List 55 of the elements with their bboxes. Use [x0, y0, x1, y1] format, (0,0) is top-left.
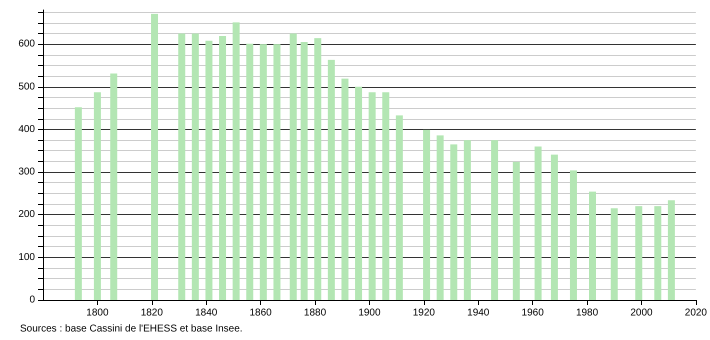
x-tick-label: 1880	[304, 308, 327, 318]
bar	[491, 140, 498, 300]
bar	[314, 38, 322, 300]
bar	[151, 14, 158, 300]
bar	[355, 86, 362, 300]
bar	[260, 44, 267, 300]
y-tick-label: 400	[18, 124, 36, 135]
bar	[534, 146, 542, 300]
x-tick-label: 2000	[630, 308, 654, 318]
source-note: Sources : base Cassini de l'EHESS et base Insee.	[20, 324, 243, 334]
bar	[341, 78, 348, 300]
bar	[396, 115, 403, 300]
bar	[232, 22, 240, 300]
bar	[423, 130, 430, 300]
x-tick-label: 1960	[522, 308, 544, 318]
bar	[550, 154, 558, 300]
x-tick-label: 2020	[684, 308, 708, 318]
bar	[368, 92, 376, 300]
y-tick-label: 600	[18, 38, 36, 50]
bar	[654, 206, 662, 300]
y-tick-label: 200	[18, 209, 36, 220]
x-tick-label: 1900	[358, 308, 381, 318]
bar	[290, 33, 297, 300]
bar	[178, 33, 186, 300]
bar	[668, 200, 675, 300]
bar	[110, 74, 118, 300]
y-tick-label: 100	[18, 252, 36, 263]
bar	[273, 44, 280, 300]
bar	[205, 40, 212, 300]
bar	[436, 135, 444, 300]
bar	[246, 44, 254, 300]
x-tick-label: 1920	[412, 308, 436, 318]
bar	[94, 92, 101, 300]
bar	[512, 162, 520, 300]
x-tick-label: 1980	[576, 308, 599, 318]
bar	[74, 107, 82, 300]
bar	[219, 36, 226, 300]
bar	[635, 206, 642, 300]
bar	[589, 192, 596, 300]
bar	[300, 42, 308, 300]
x-tick-label: 1840	[195, 308, 218, 318]
bar	[382, 92, 390, 300]
y-tick-label: 0	[29, 294, 36, 306]
bar	[464, 140, 471, 300]
bar	[450, 144, 458, 300]
x-tick-label: 1940	[467, 308, 490, 318]
bar	[570, 170, 577, 300]
x-tick-label: 1820	[140, 308, 164, 318]
x-tick-label: 1860	[250, 308, 272, 318]
bar	[192, 33, 199, 300]
y-tick-label: 300	[18, 166, 36, 178]
bar	[328, 60, 335, 300]
x-tick-label: 1800	[86, 308, 109, 318]
bar	[610, 208, 618, 300]
y-tick-label: 500	[18, 81, 36, 92]
